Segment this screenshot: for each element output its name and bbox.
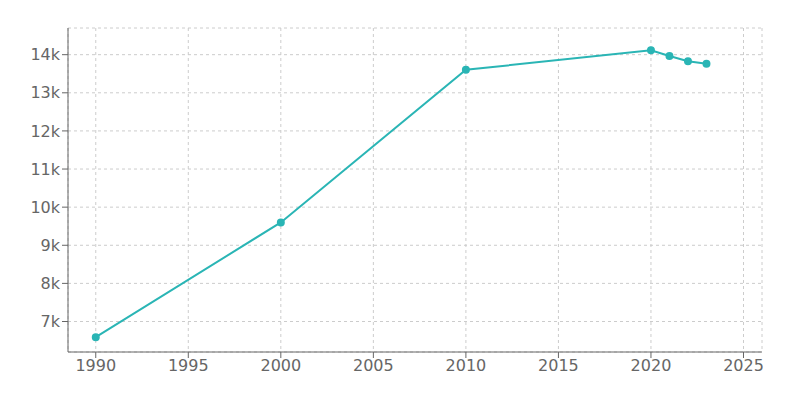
svg-text:2020: 2020 [631, 356, 672, 375]
svg-text:9k: 9k [41, 236, 61, 255]
svg-text:13k: 13k [30, 83, 60, 102]
svg-text:2025: 2025 [723, 356, 764, 375]
svg-text:10k: 10k [30, 198, 60, 217]
svg-text:11k: 11k [30, 160, 60, 179]
svg-text:2005: 2005 [353, 356, 394, 375]
svg-text:2010: 2010 [446, 356, 487, 375]
svg-text:2000: 2000 [260, 356, 301, 375]
svg-text:2015: 2015 [538, 356, 579, 375]
svg-text:12k: 12k [30, 122, 60, 141]
svg-text:7k: 7k [41, 312, 61, 331]
svg-text:14k: 14k [30, 45, 60, 64]
svg-text:8k: 8k [41, 274, 61, 293]
svg-text:1995: 1995 [168, 356, 209, 375]
svg-text:1990: 1990 [75, 356, 116, 375]
